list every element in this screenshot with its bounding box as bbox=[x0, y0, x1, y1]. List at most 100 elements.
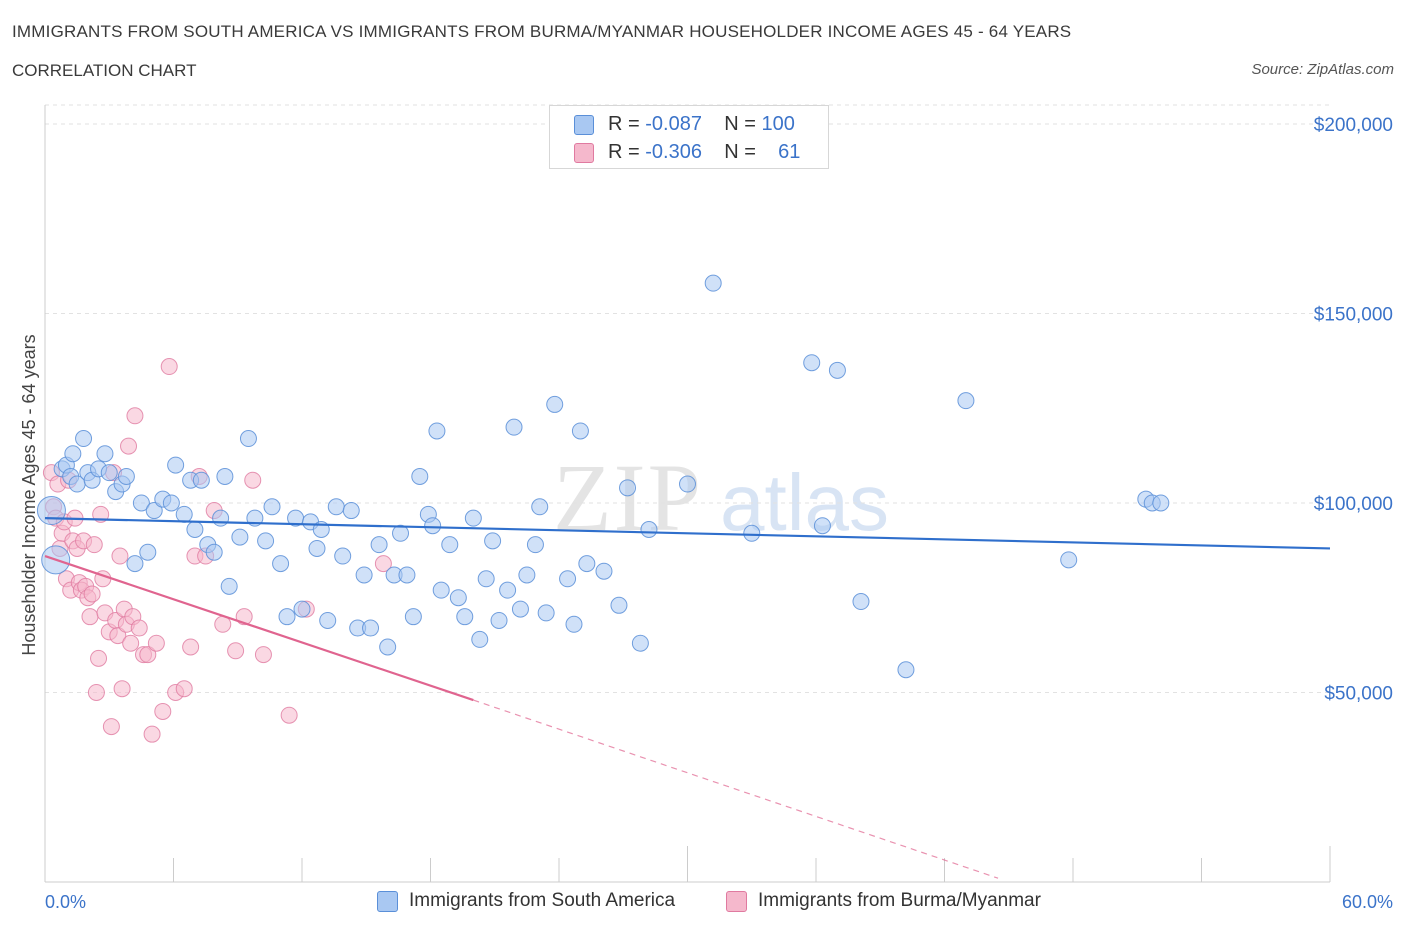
data-point bbox=[175, 505, 193, 523]
data-point bbox=[132, 494, 150, 512]
data-point bbox=[852, 593, 870, 611]
legend-series-name: Immigrants from Burma/Myanmar bbox=[758, 890, 1041, 911]
data-point bbox=[505, 418, 523, 436]
data-point bbox=[272, 555, 290, 573]
data-point bbox=[631, 634, 649, 652]
chart-subtitle: CORRELATION CHART bbox=[12, 61, 197, 80]
data-point bbox=[526, 536, 544, 554]
r-value: -0.087 bbox=[645, 113, 702, 135]
data-point bbox=[145, 502, 163, 520]
trend-line-south-america bbox=[44, 517, 1331, 550]
data-point bbox=[374, 555, 392, 573]
data-point bbox=[263, 498, 281, 516]
y-tick-label: $50,000 bbox=[1324, 683, 1393, 704]
data-point bbox=[484, 532, 502, 550]
data-point bbox=[182, 638, 200, 656]
watermark-zip: ZIP bbox=[553, 444, 703, 551]
data-point bbox=[175, 680, 193, 698]
data-point bbox=[117, 467, 135, 485]
data-point bbox=[100, 464, 118, 482]
x-tick-label: 60.0% bbox=[1342, 892, 1393, 912]
series-burma-points bbox=[42, 358, 392, 743]
data-point bbox=[456, 608, 474, 626]
data-point bbox=[1060, 551, 1078, 569]
data-point bbox=[477, 570, 495, 588]
data-point bbox=[531, 498, 549, 516]
data-point bbox=[537, 604, 555, 622]
data-point bbox=[130, 619, 148, 637]
n-label: N = bbox=[724, 141, 756, 163]
data-point bbox=[490, 611, 508, 629]
n-value: 61 bbox=[778, 141, 801, 163]
data-point bbox=[571, 422, 589, 440]
legend-swatch-pink bbox=[574, 143, 594, 163]
y-tick-label: $200,000 bbox=[1314, 115, 1393, 136]
data-point bbox=[334, 547, 352, 565]
data-point bbox=[109, 627, 127, 645]
n-value: 100 bbox=[761, 113, 795, 135]
data-point bbox=[102, 718, 120, 736]
grid bbox=[45, 104, 1330, 693]
legend-swatch-pink bbox=[726, 891, 747, 912]
data-point bbox=[147, 634, 165, 652]
data-point bbox=[81, 608, 99, 626]
data-point bbox=[424, 517, 442, 535]
r-label: R = bbox=[608, 113, 640, 135]
data-point bbox=[280, 706, 298, 724]
data-point bbox=[122, 634, 140, 652]
data-point bbox=[186, 521, 204, 539]
data-point bbox=[154, 702, 172, 720]
data-point bbox=[392, 524, 410, 542]
trend-line-burma bbox=[44, 554, 474, 702]
data-point bbox=[126, 407, 144, 425]
data-point bbox=[192, 471, 210, 489]
data-point bbox=[120, 437, 138, 455]
legend-text: R = -0.306 N = 61 bbox=[608, 141, 800, 164]
data-point bbox=[227, 642, 245, 660]
data-point bbox=[565, 615, 583, 633]
data-point bbox=[449, 589, 467, 607]
data-point bbox=[743, 524, 761, 542]
data-point bbox=[87, 683, 105, 701]
data-point bbox=[398, 566, 416, 584]
data-point bbox=[162, 494, 180, 512]
data-point bbox=[257, 532, 275, 550]
data-point bbox=[362, 619, 380, 637]
stats-legend: R = -0.087 N = 100 R = -0.306 N = 61 bbox=[549, 105, 829, 169]
data-point bbox=[679, 475, 696, 493]
data-point bbox=[167, 456, 185, 474]
data-point bbox=[471, 630, 489, 648]
data-point bbox=[559, 570, 577, 588]
axes bbox=[44, 105, 1331, 883]
y-tick-label: $100,000 bbox=[1314, 494, 1393, 515]
x-tick-label: 0.0% bbox=[45, 892, 86, 912]
data-point bbox=[83, 585, 101, 603]
data-point bbox=[327, 498, 345, 516]
data-point bbox=[518, 566, 536, 584]
legend-text: R = -0.087 N = 100 bbox=[608, 113, 795, 136]
legend-swatch-blue bbox=[377, 891, 398, 912]
data-point bbox=[342, 502, 360, 520]
data-point bbox=[205, 543, 223, 561]
data-point bbox=[220, 577, 238, 595]
data-point bbox=[464, 509, 482, 527]
data-point bbox=[578, 555, 596, 573]
data-point bbox=[293, 600, 311, 618]
data-point bbox=[441, 536, 459, 554]
y-axis-label: Householder Income Ages 45 - 64 years bbox=[19, 334, 39, 655]
data-point bbox=[75, 430, 93, 448]
data-point bbox=[619, 479, 637, 497]
data-point bbox=[319, 611, 337, 629]
legend-swatch-blue bbox=[574, 115, 594, 135]
chart-title: IMMIGRANTS FROM SOUTH AMERICA VS IMMIGRA… bbox=[12, 22, 1072, 41]
data-point bbox=[308, 539, 326, 557]
data-point bbox=[355, 566, 373, 584]
data-point bbox=[111, 547, 129, 565]
data-point bbox=[254, 646, 272, 664]
source-label: Source: ZipAtlas.com bbox=[1251, 61, 1394, 78]
data-point bbox=[212, 509, 230, 527]
data-point bbox=[595, 562, 613, 580]
data-point bbox=[428, 422, 446, 440]
data-point bbox=[113, 680, 131, 698]
data-point bbox=[96, 445, 114, 463]
